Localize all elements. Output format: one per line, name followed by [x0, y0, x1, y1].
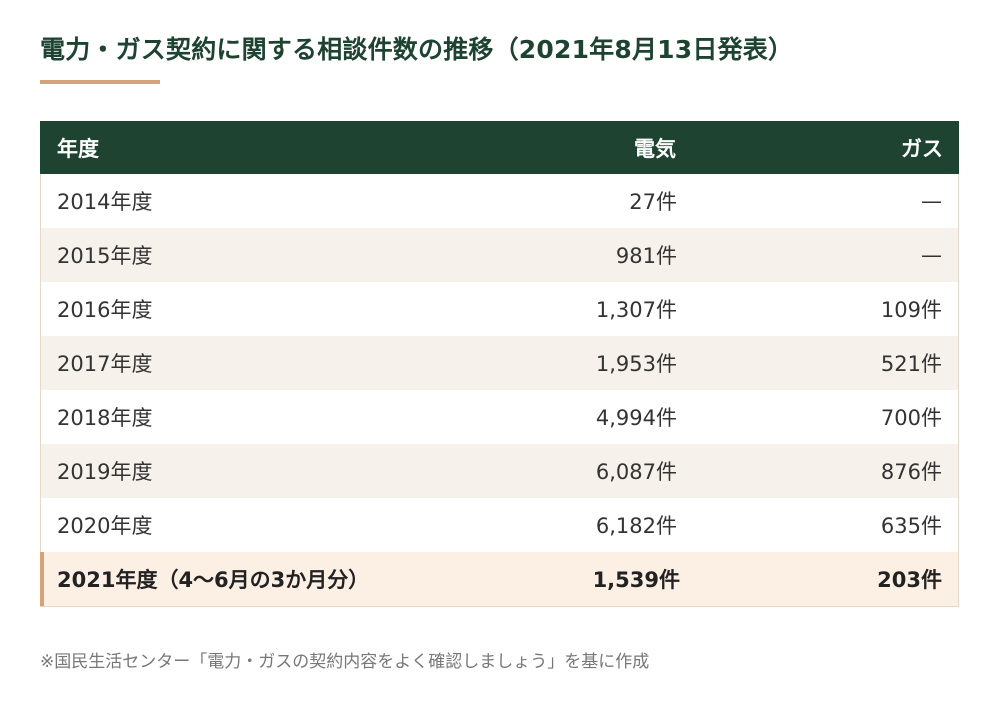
- table-row: 2020年度 6,182件 635件: [41, 498, 958, 552]
- cell-electricity: 1,953件: [595, 352, 677, 376]
- table-row: 2018年度 4,994件 700件: [41, 390, 958, 444]
- cell-gas: 521件: [880, 352, 942, 376]
- cell-year: 2015年度: [57, 244, 153, 268]
- table-row: 2019年度 6,087件 876件: [41, 444, 958, 498]
- title-underline: [40, 80, 160, 84]
- cell-gas: 635件: [880, 514, 942, 538]
- table-header-row: 年度 電気 ガス: [40, 121, 959, 174]
- cell-electricity: 981件: [615, 244, 677, 268]
- cell-gas: —: [921, 243, 942, 267]
- cell-electricity: 1,307件: [595, 298, 677, 322]
- cell-gas: 876件: [880, 460, 942, 484]
- header-gas: ガス: [901, 136, 943, 161]
- cell-year: 2020年度: [57, 514, 153, 538]
- source-note: ※国民生活センター「電力・ガスの契約内容をよく確認しましょう」を基に作成: [40, 652, 650, 672]
- cell-year: 2017年度: [57, 352, 153, 376]
- header-year: 年度: [57, 136, 99, 161]
- cell-gas: 700件: [880, 406, 942, 430]
- cell-gas: —: [921, 189, 942, 213]
- table-row: 2014年度 27件 —: [41, 174, 958, 228]
- table-row: 2016年度 1,307件 109件: [41, 282, 958, 336]
- cell-electricity: 4,994件: [595, 406, 677, 430]
- cell-electricity: 6,087件: [595, 460, 677, 484]
- header-electricity: 電気: [634, 136, 676, 161]
- cell-gas: 203件: [877, 568, 942, 592]
- cell-electricity: 1,539件: [592, 568, 680, 592]
- page-title: 電力・ガス契約に関する相談件数の推移（2021年8月13日発表）: [40, 35, 794, 64]
- table-row: 2015年度 981件 —: [41, 228, 958, 282]
- cell-year: 2019年度: [57, 460, 153, 484]
- cell-electricity: 27件: [629, 190, 677, 214]
- table-row: 2017年度 1,953件 521件: [41, 336, 958, 390]
- cell-year: 2014年度: [57, 190, 153, 214]
- cell-electricity: 6,182件: [595, 514, 677, 538]
- consultation-table: 年度 電気 ガス 2014年度 27件 — 2015年度 981件 — 2016…: [40, 121, 959, 607]
- cell-year: 2021年度（4〜6月の3か月分）: [57, 568, 370, 592]
- table-row-highlight: 2021年度（4〜6月の3か月分） 1,539件 203件: [40, 552, 958, 606]
- cell-year: 2016年度: [57, 298, 153, 322]
- cell-year: 2018年度: [57, 406, 153, 430]
- cell-gas: 109件: [880, 298, 942, 322]
